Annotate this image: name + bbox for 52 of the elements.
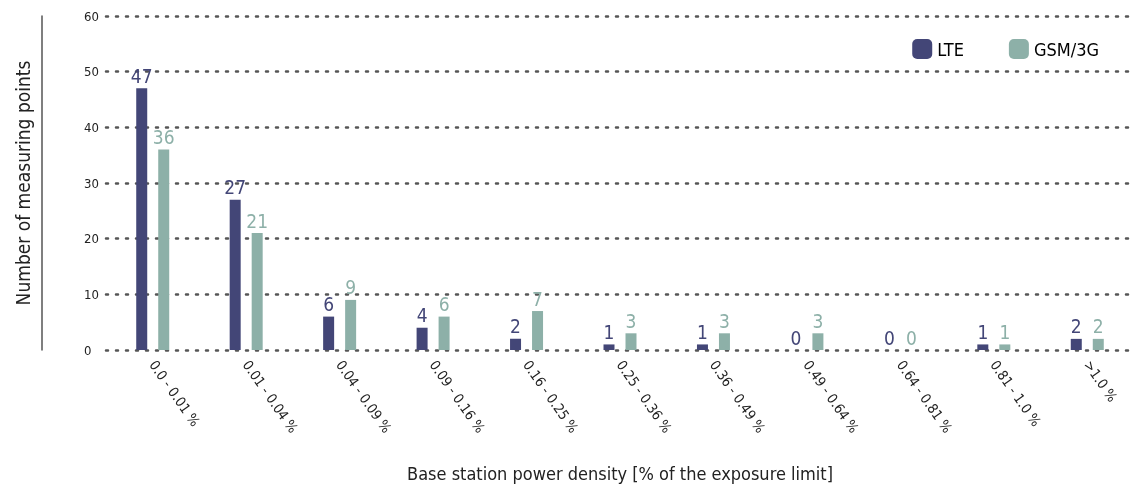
bar [1070,338,1082,350]
data-label: 27 [224,176,247,199]
data-label: 6 [438,293,450,316]
bar [510,338,522,350]
data-label: 4 [416,304,428,327]
y-tick-label: 30 [84,175,99,191]
bar [136,88,148,350]
bar [999,344,1011,350]
data-label: 3 [625,309,637,332]
data-label: 7 [532,287,543,310]
data-label: 0 [790,326,802,349]
data-label: 36 [152,126,175,149]
data-label: 2 [510,315,521,338]
data-label: 1 [977,320,989,343]
bar [416,327,428,350]
bar [229,199,241,350]
data-label: 0 [883,326,895,349]
data-label: 1 [999,320,1011,343]
bar [158,149,170,350]
bar [977,344,989,350]
y-tick-label: 50 [84,64,99,80]
bar [603,344,615,350]
y-tick-label: 0 [84,342,92,358]
data-label: 1 [697,320,708,343]
y-tick-label: 60 [84,8,99,24]
x-axis-title: Base station power density [% of the exposure limit] [407,462,833,484]
bar [1092,338,1104,350]
data-label: 21 [246,209,269,232]
data-label: 3 [719,309,730,332]
y-tick-label: 20 [84,231,99,247]
y-axis-title: Number of measuring points [11,60,34,306]
data-label: 2 [1070,315,1082,338]
bar [812,333,824,350]
legend-label: GSM/3G [1033,38,1100,60]
bar [696,344,708,350]
data-label: 1 [603,320,615,343]
bar [718,333,730,350]
data-label: 2 [1092,315,1104,338]
bar [345,299,357,350]
bar [532,311,544,350]
data-label: 0 [905,326,917,349]
data-label: 9 [345,276,357,299]
bar [438,316,450,350]
bar [625,333,637,350]
bar [323,316,335,350]
data-label: 47 [130,64,153,87]
bar [251,233,263,350]
legend-label: LTE [937,38,964,60]
y-tick-label: 40 [84,119,99,135]
data-label: 3 [812,309,824,332]
data-label: 6 [323,293,335,316]
y-tick-label: 10 [84,286,99,302]
